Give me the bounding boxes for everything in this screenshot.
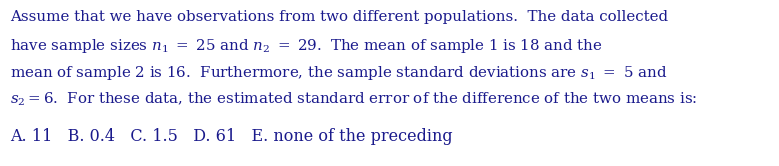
Text: $s_2 = 6$.  For these data, the estimated standard error of the difference of th: $s_2 = 6$. For these data, the estimated… xyxy=(10,91,697,108)
Text: A. 11   B. 0.4   C. 1.5   D. 61   E. none of the preceding: A. 11 B. 0.4 C. 1.5 D. 61 E. none of the… xyxy=(10,128,453,145)
Text: have sample sizes $n_1\ =\ 25$ and $n_2\ =\ 29$.  The mean of sample 1 is 18 and: have sample sizes $n_1\ =\ 25$ and $n_2\… xyxy=(10,37,603,55)
Text: mean of sample 2 is 16.  Furthermore, the sample standard deviations are $s_1\ =: mean of sample 2 is 16. Furthermore, the… xyxy=(10,64,667,82)
Text: Assume that we have observations from two different populations.  The data colle: Assume that we have observations from tw… xyxy=(10,10,668,24)
